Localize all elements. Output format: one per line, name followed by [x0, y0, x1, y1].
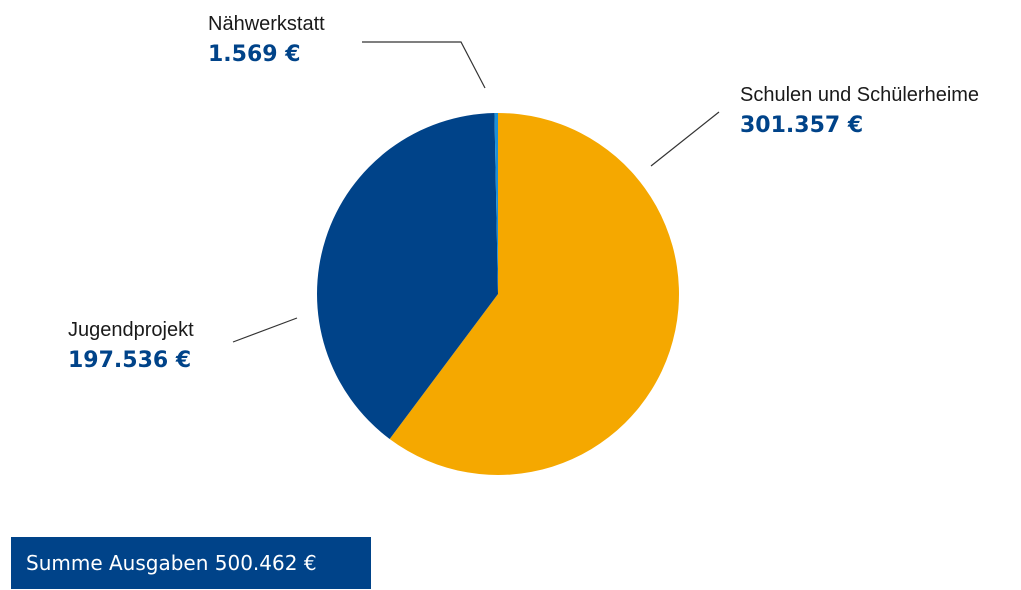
leader-line-naehwerkstatt	[362, 41, 486, 89]
label-schulen: Schulen und Schülerheime 301.357 €	[740, 83, 979, 141]
pie-slice-schulen	[389, 113, 679, 475]
pie-slice-naehwerkstatt	[494, 113, 498, 294]
label-jugendprojekt: Jugendprojekt 197.536 €	[68, 318, 194, 376]
slice-name-naehwerkstatt: Nähwerkstatt	[208, 13, 325, 35]
slice-name-jugendprojekt: Jugendprojekt	[68, 319, 194, 341]
slice-value-naehwerkstatt: 1.569 €	[208, 42, 301, 67]
leader-line-jugendprojekt	[232, 317, 298, 343]
slice-name-schulen: Schulen und Schülerheime	[740, 84, 980, 106]
label-naehwerkstatt: Nähwerkstatt 1.569 €	[208, 12, 325, 70]
slice-value-schulen: 301.357 €	[740, 113, 864, 138]
slice-value-jugendprojekt: 197.536 €	[68, 348, 192, 373]
total-expenses-box: Summe Ausgaben 500.462 €	[11, 537, 371, 589]
pie-slice-jugendprojekt	[317, 113, 498, 439]
leader-line-schulen	[650, 111, 720, 167]
